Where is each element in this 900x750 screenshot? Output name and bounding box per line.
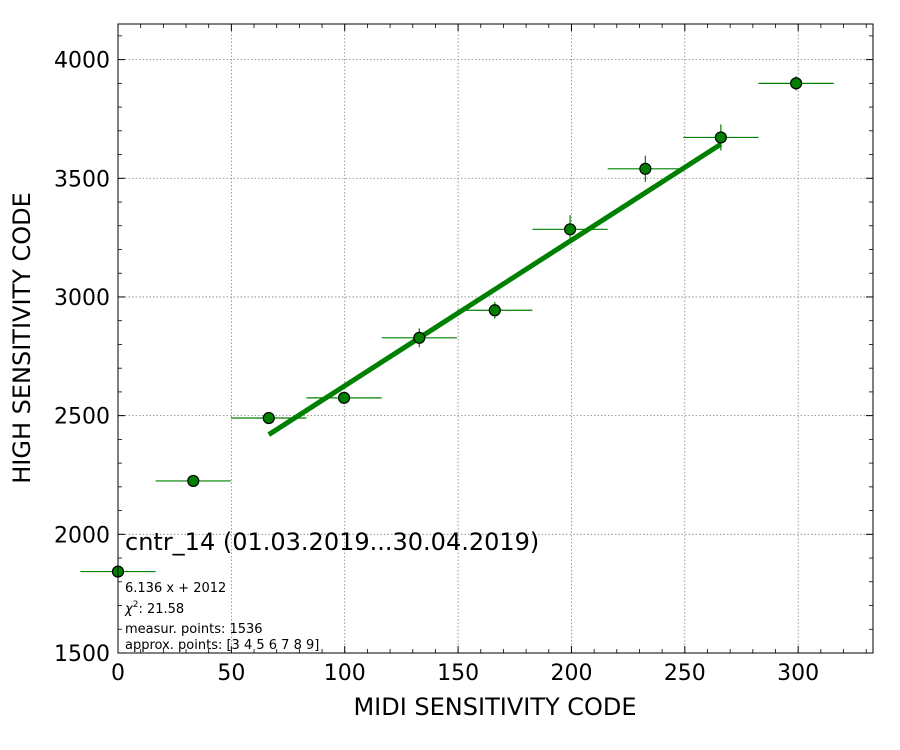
chi2-symbol: χ [124,602,134,617]
data-point [790,77,803,90]
y-tick-label: 1500 [54,642,110,667]
annotation-title: cntr_14 (01.03.2019...30.04.2019) [125,528,539,556]
data-point [714,131,727,144]
chi2-exponent: 2 [133,600,139,610]
tick-labels: 0 50 100 150 200 250 300 1500 2000 2500 3000 3500 40… [54,49,819,686]
fit-line [267,142,723,437]
x-tick-label: 100 [324,661,366,686]
annotation-approx-points: approx. points: [3 4 5 6 7 8 9] [125,638,319,653]
y-tick-label: 3500 [54,167,110,192]
annotation-measur-points: measur. points: 1536 [125,622,263,637]
data-point [187,474,200,488]
x-tick-label: 150 [437,661,479,686]
data-point [488,304,501,317]
x-tick-label: 50 [217,661,245,686]
x-tick-label: 300 [777,661,819,686]
y-tick-label: 2000 [54,523,110,548]
chi2-value: : 21.58 [138,602,184,617]
y-tick-label: 3000 [54,286,110,311]
x-tick-label: 0 [111,661,125,686]
data-point [563,223,577,236]
data-point [262,411,275,425]
fit-line-group [267,142,723,437]
axes-frame [117,23,874,654]
x-tick-label: 200 [550,661,592,686]
y-tick-label: 2500 [54,405,110,430]
data-point [337,391,351,404]
y-tick-label: 4000 [54,49,110,74]
x-tick-label: 250 [664,661,706,686]
annotation-chi2: χ2: 21.58 [124,600,184,617]
data-point [639,162,652,175]
x-axis-label: MIDI SENSITIVITY CODE [353,693,636,721]
y-axis-label: HIGH SENSITIVITY CODE [8,192,36,484]
annotation-fit-equation: 6.136 x + 2012 [125,581,226,596]
data-point [413,331,426,344]
ticks [117,24,873,654]
